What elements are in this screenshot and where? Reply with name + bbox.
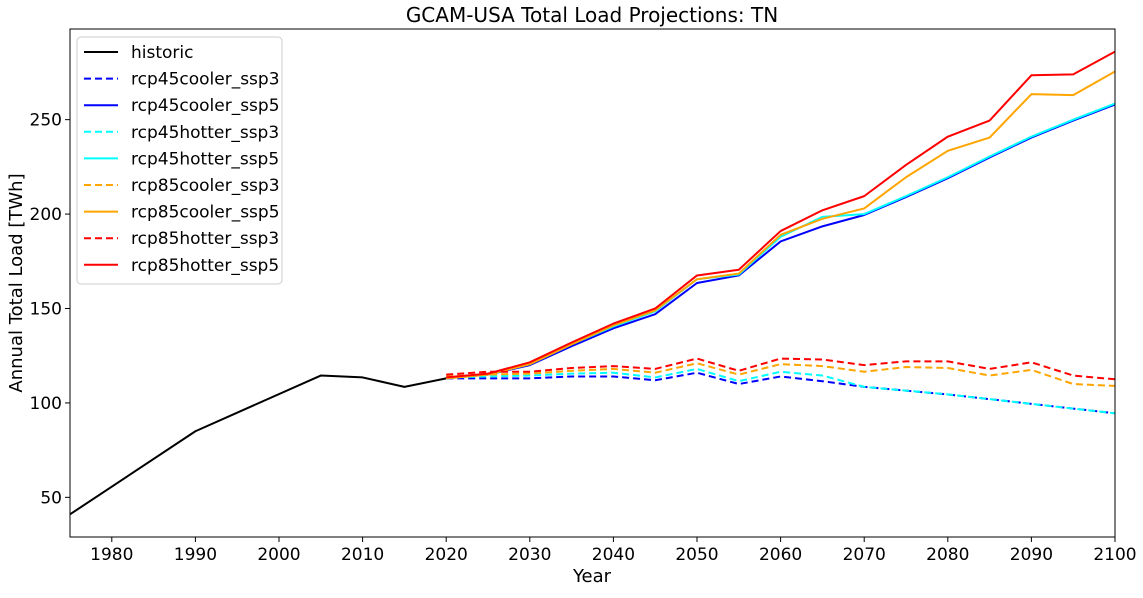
y-axis-label: Annual Total Load [TWh] <box>6 173 27 392</box>
y-tick-label: 200 <box>30 205 62 225</box>
series-line-rcp85cooler_ssp5 <box>446 70 1115 380</box>
series-line-rcp85hotter_ssp3 <box>446 357 1115 381</box>
legend-label-rcp85cooler_ssp3: rcp85cooler_ssp3 <box>131 176 280 196</box>
x-axis: 1980 1990 2000 2010 2020 2030 2040 2050 2060 2070… <box>90 537 1137 565</box>
series-line-rcp45hotter_ssp3 <box>446 367 1115 415</box>
x-tick-label: 1980 <box>90 545 133 565</box>
x-tick-label: 2010 <box>341 545 384 565</box>
legend-label-rcp85hotter_ssp3: rcp85hotter_ssp3 <box>131 229 279 249</box>
x-tick-label: 2020 <box>425 545 468 565</box>
y-axis: 50 100 150 200 250 <box>30 111 70 508</box>
legend: historic rcp45cooler_ssp3 rcp45cooler_ssp5… <box>76 36 283 285</box>
x-tick-label: 2030 <box>508 545 551 565</box>
y-tick-label: 250 <box>30 111 62 131</box>
series-line-rcp45cooler_ssp3 <box>446 371 1115 415</box>
legend-label-rcp45cooler_ssp3: rcp45cooler_ssp3 <box>131 70 280 90</box>
legend-label-rcp45hotter_ssp5: rcp45hotter_ssp5 <box>131 149 279 169</box>
legend-label-rcp45hotter_ssp3: rcp45hotter_ssp3 <box>131 123 279 143</box>
x-tick-label: 2080 <box>926 545 969 565</box>
series-line-rcp85hotter_ssp5 <box>446 50 1115 379</box>
legend-label-historic: historic <box>131 43 193 63</box>
plot-frame <box>69 28 1116 538</box>
x-tick-label: 2050 <box>675 545 718 565</box>
y-tick-label: 100 <box>30 394 62 414</box>
x-tick-label: 2000 <box>257 545 300 565</box>
legend-label-rcp45cooler_ssp5: rcp45cooler_ssp5 <box>131 96 280 116</box>
legend-label-rcp85hotter_ssp5: rcp85hotter_ssp5 <box>131 256 279 276</box>
x-tick-label: 2040 <box>592 545 635 565</box>
y-tick-label: 150 <box>30 299 62 319</box>
y-tick-label: 50 <box>40 488 62 508</box>
x-tick-label: 2060 <box>759 545 802 565</box>
legend-frame <box>76 36 283 285</box>
x-tick-label: 2100 <box>1093 545 1136 565</box>
x-tick-label: 2090 <box>1010 545 1053 565</box>
chart-title: GCAM-USA Total Load Projections: TN <box>406 3 778 27</box>
series-line-historic <box>70 374 447 516</box>
legend-label-rcp85cooler_ssp5: rcp85cooler_ssp5 <box>131 203 280 223</box>
x-axis-label: Year <box>572 566 612 587</box>
x-tick-label: 2070 <box>843 545 886 565</box>
series-layer <box>70 50 1115 516</box>
x-tick-label: 1990 <box>174 545 217 565</box>
series-line-rcp85cooler_ssp3 <box>446 362 1115 387</box>
